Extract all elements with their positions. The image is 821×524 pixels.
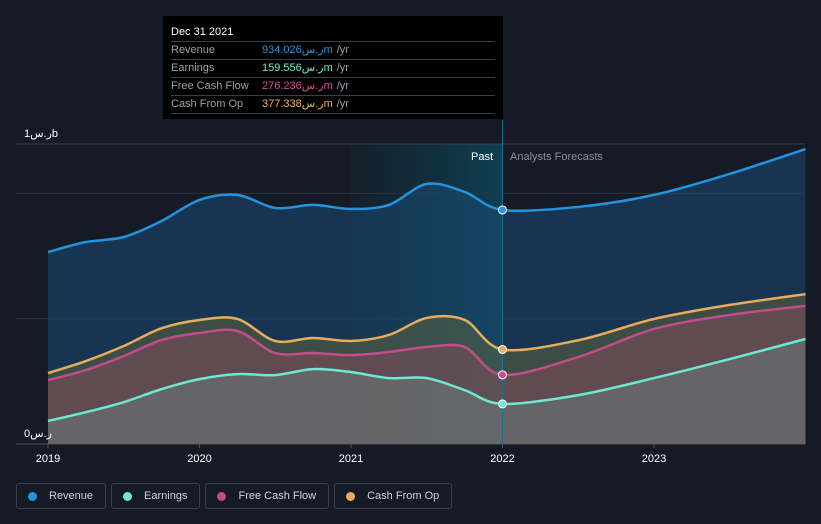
tooltip-value: 159.556ر.سm bbox=[262, 62, 333, 74]
tooltip-unit: /yr bbox=[336, 62, 349, 74]
tooltip-unit: /yr bbox=[336, 98, 349, 110]
legend-item-cash-from-op[interactable]: Cash From Op bbox=[334, 483, 453, 509]
tooltip-row-earnings: Earnings 159.556ر.سm /yr bbox=[171, 60, 495, 78]
legend: Revenue Earnings Free Cash Flow Cash Fro… bbox=[16, 483, 453, 509]
tooltip-unit: /yr bbox=[336, 80, 349, 92]
area-revenue bbox=[48, 149, 806, 444]
marker-free-cash-flow[interactable] bbox=[498, 370, 507, 380]
tooltip-label: Earnings bbox=[171, 62, 215, 74]
tooltip-label: Revenue bbox=[171, 44, 216, 56]
tooltip-row-revenue: Revenue 934.026ر.سm /yr bbox=[171, 42, 495, 60]
line-cash-from-op bbox=[47, 292, 806, 375]
series-markers bbox=[498, 205, 507, 409]
legend-item-revenue[interactable]: Revenue bbox=[16, 483, 107, 509]
legend-label: Earnings bbox=[144, 490, 188, 502]
legend-dot-icon bbox=[346, 491, 356, 501]
marker-earnings[interactable] bbox=[498, 399, 507, 409]
y-tick-label-top: ر.س1b bbox=[24, 128, 58, 140]
tooltip-row-free-cash-flow: Free Cash Flow 276.236ر.سm /yr bbox=[171, 78, 495, 96]
tooltip-value: 934.026ر.سm bbox=[262, 44, 333, 56]
x-tick-label: 2022 bbox=[490, 453, 514, 465]
x-axis: 2019 2020 2021 2022 2023 bbox=[36, 444, 666, 465]
tooltip-value: 276.236ر.سm bbox=[262, 80, 333, 92]
line-free-cash-flow bbox=[47, 304, 806, 382]
legend-label: Cash From Op bbox=[367, 490, 440, 502]
legend-label: Free Cash Flow bbox=[238, 490, 317, 502]
series-lines bbox=[47, 147, 806, 423]
forecast-label: Analysts Forecasts bbox=[510, 151, 603, 163]
tooltip-date: Dec 31 2021 bbox=[171, 24, 495, 42]
marker-cash-from-op[interactable] bbox=[498, 345, 507, 355]
tooltip-label: Cash From Op bbox=[171, 98, 244, 110]
legend-item-free-cash-flow[interactable]: Free Cash Flow bbox=[205, 483, 330, 509]
past-label: Past bbox=[471, 151, 493, 163]
tooltip-row-cash-from-op: Cash From Op 377.338ر.سm /yr bbox=[171, 96, 495, 114]
tooltip-value: 377.338ر.سm bbox=[262, 98, 333, 110]
line-revenue bbox=[47, 147, 806, 254]
legend-dot-icon bbox=[123, 491, 133, 501]
area-earnings bbox=[48, 338, 806, 444]
legend-dot-icon bbox=[217, 491, 227, 501]
legend-item-earnings[interactable]: Earnings bbox=[111, 483, 201, 509]
line-earnings bbox=[47, 337, 806, 423]
legend-dot-icon bbox=[28, 491, 37, 501]
marker-revenue[interactable] bbox=[498, 205, 507, 215]
y-tick-label-bottom: ر.س0 bbox=[24, 428, 52, 440]
tooltip-unit: /yr bbox=[336, 44, 349, 56]
tooltip: Dec 31 2021 Revenue 934.026ر.سm /yr Earn… bbox=[163, 16, 503, 119]
x-tick-label: 2023 bbox=[642, 453, 666, 465]
x-tick-label: 2021 bbox=[339, 453, 363, 465]
x-tick-label: 2019 bbox=[36, 453, 60, 465]
tooltip-label: Free Cash Flow bbox=[171, 80, 249, 92]
legend-label: Revenue bbox=[49, 490, 94, 502]
x-tick-label: 2020 bbox=[187, 453, 211, 465]
